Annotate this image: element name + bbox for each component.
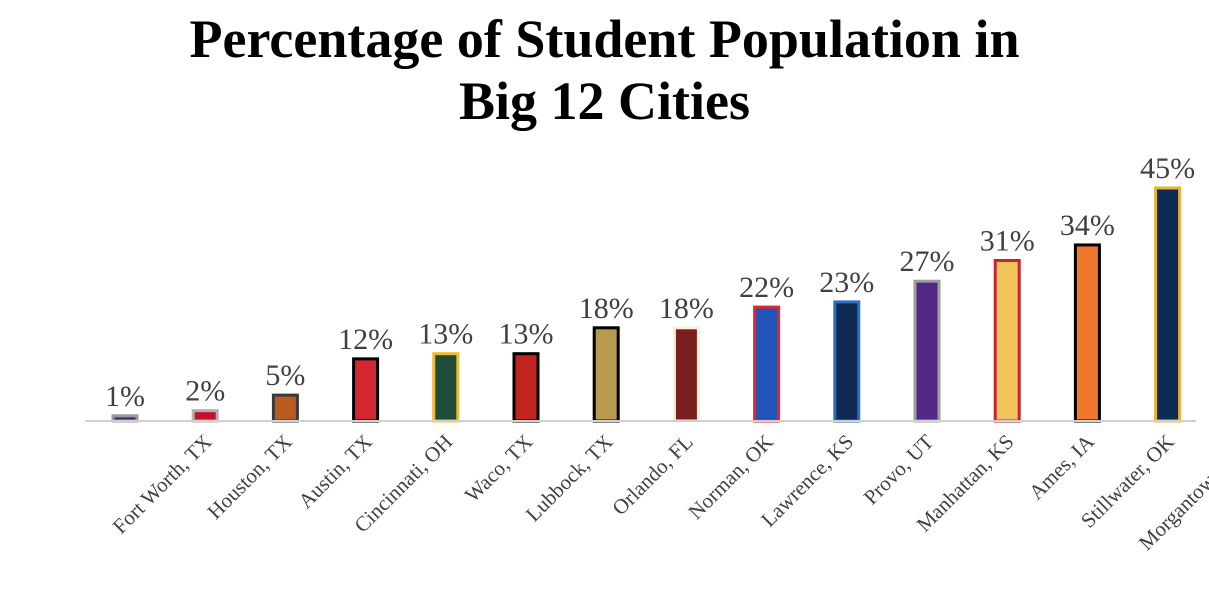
data-label-4: 13% [418,318,473,351]
bar-11 [993,258,1021,423]
bar-7 [672,326,700,423]
data-label-12: 34% [1060,209,1115,242]
chart-title-line-1: Percentage of Student Population in [189,9,1020,69]
chart-title: Percentage of Student Population in Big … [0,8,1209,132]
data-label-6: 18% [579,292,634,325]
data-label-5: 13% [499,318,554,351]
bar-5 [512,352,540,423]
data-label-3: 12% [338,323,393,356]
data-label-11: 31% [980,224,1035,257]
bar-6 [592,326,620,423]
category-label-0: Fort Worth, TX [108,430,217,539]
data-label-2: 5% [265,359,305,392]
category-label-1: Houston, TX [202,430,296,524]
chart-title-line-2: Big 12 Cities [459,71,750,131]
category-label-2: Austin, TX [293,430,377,514]
bar-8 [753,305,781,423]
data-label-0: 1% [105,380,145,413]
bar-2 [271,393,299,423]
data-label-8: 22% [739,271,794,304]
category-label-4: Waco, TX [460,430,537,507]
data-labels-group: 1% 2% 5% 12% 13% 13% 18% 18% 22% 23% 27% 31% 34% 45% [105,152,1195,413]
data-label-9: 23% [819,266,874,299]
category-label-5: Lubbock, TX [521,430,618,527]
bar-4 [432,352,460,423]
bar-9 [833,300,861,423]
bar-12 [1073,243,1101,423]
category-label-9: Provo, UT [859,429,939,509]
data-label-13: 45% [1140,152,1195,185]
data-label-10: 27% [900,245,955,278]
bar-13 [1154,186,1182,423]
bars-group [111,186,1182,423]
bar-10 [913,279,941,423]
category-label-11: Ames, IA [1024,429,1099,504]
bar-1 [191,409,219,423]
bar-3 [352,357,380,423]
data-label-1: 2% [185,375,225,408]
data-label-7: 18% [659,292,714,325]
